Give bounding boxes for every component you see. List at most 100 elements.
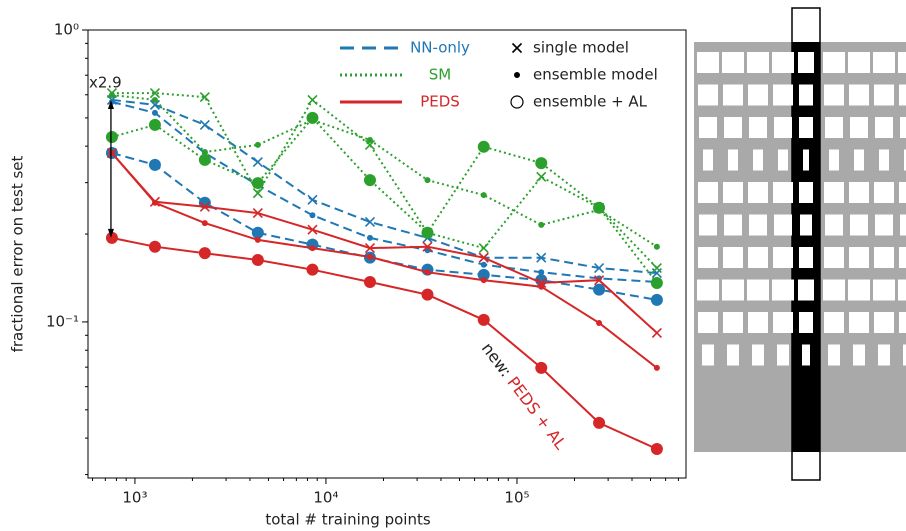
dot-marker [366, 136, 373, 143]
dot-marker [366, 253, 373, 260]
hole [874, 247, 894, 268]
hole [849, 182, 869, 203]
hole [875, 117, 893, 138]
hole [850, 214, 868, 236]
hole [899, 247, 906, 268]
hole [703, 149, 713, 171]
legend-label: ensemble + AL [533, 93, 648, 111]
dot-marker [653, 243, 660, 250]
x-marker [651, 327, 662, 338]
circle-marker [306, 111, 319, 124]
column-slot [802, 344, 810, 366]
x-marker [199, 201, 210, 212]
circle-marker [477, 268, 490, 281]
column-slot [799, 312, 813, 333]
x-marker [252, 188, 263, 199]
hole [724, 117, 742, 138]
hole [722, 279, 744, 301]
circle-marker [593, 201, 606, 214]
x-marker [364, 139, 376, 150]
y-tick-label: 10⁰ [54, 21, 79, 39]
column-slot [800, 214, 812, 236]
hole [723, 312, 743, 333]
hole [829, 149, 839, 171]
hole [698, 182, 718, 203]
x-marker [364, 216, 376, 228]
x-tick-label: 10⁵ [504, 489, 529, 507]
x-axis-label: total # training points [265, 511, 431, 529]
hole [900, 214, 906, 236]
circle-marker [363, 174, 376, 187]
hole [848, 279, 870, 301]
x-marker [536, 252, 547, 263]
dot-marker [151, 199, 158, 206]
dot-marker [309, 212, 316, 219]
dot-marker [480, 261, 487, 268]
legend-label: single model [533, 39, 629, 57]
hole [698, 247, 718, 268]
y-axis-label: fractional error on test set [9, 155, 27, 352]
new-name: PEDS + AL [504, 373, 571, 453]
hole [848, 52, 870, 73]
x-marker [252, 207, 263, 219]
hole [778, 149, 788, 171]
dot-marker [424, 177, 431, 184]
column-slot [799, 247, 813, 268]
hole [899, 312, 906, 333]
hole [773, 312, 793, 333]
dot-marker [309, 245, 316, 252]
hole [699, 117, 717, 138]
legend-label: SM [429, 66, 451, 84]
legend-label: NN-only [410, 39, 470, 57]
dot-marker [151, 109, 158, 116]
hole [899, 84, 906, 106]
circle-marker [148, 118, 161, 131]
circle-marker [650, 276, 663, 289]
new-prefix: new: [478, 339, 516, 380]
column-slot [798, 279, 814, 301]
hole [853, 344, 865, 366]
hole [772, 279, 794, 301]
hole [774, 214, 792, 236]
x-marker [651, 262, 662, 274]
hole [823, 279, 845, 301]
hole [878, 344, 890, 366]
hole [752, 344, 764, 366]
hole [728, 149, 738, 171]
circle-marker [477, 140, 490, 153]
hole [825, 214, 843, 236]
column-slot [799, 182, 813, 203]
hole [747, 279, 769, 301]
dot-marker [538, 221, 545, 228]
arrow-head [107, 228, 114, 238]
legend-marker [511, 42, 523, 54]
circle-marker [363, 276, 376, 289]
x-tick-label: 10³ [122, 489, 147, 507]
hole [874, 312, 894, 333]
hole [873, 52, 895, 73]
hole [724, 214, 742, 236]
hole [849, 84, 869, 106]
hole [749, 117, 767, 138]
circle-marker [477, 313, 490, 326]
x-marker [536, 171, 547, 182]
hole [824, 182, 844, 203]
legend-label: PEDS [420, 93, 460, 111]
hole [772, 52, 794, 73]
dot-marker [254, 141, 261, 148]
hole [722, 52, 744, 73]
hole [748, 247, 768, 268]
circle-marker [251, 253, 264, 266]
circle-marker [593, 283, 606, 296]
hole [748, 84, 768, 106]
hole [850, 117, 868, 138]
column-slot [798, 52, 814, 73]
x-marker [307, 194, 318, 205]
dot-marker [201, 220, 208, 227]
dot-marker [424, 269, 431, 276]
hole [773, 247, 793, 268]
hole [748, 312, 768, 333]
series-line [111, 152, 658, 369]
x-marker [422, 241, 433, 252]
